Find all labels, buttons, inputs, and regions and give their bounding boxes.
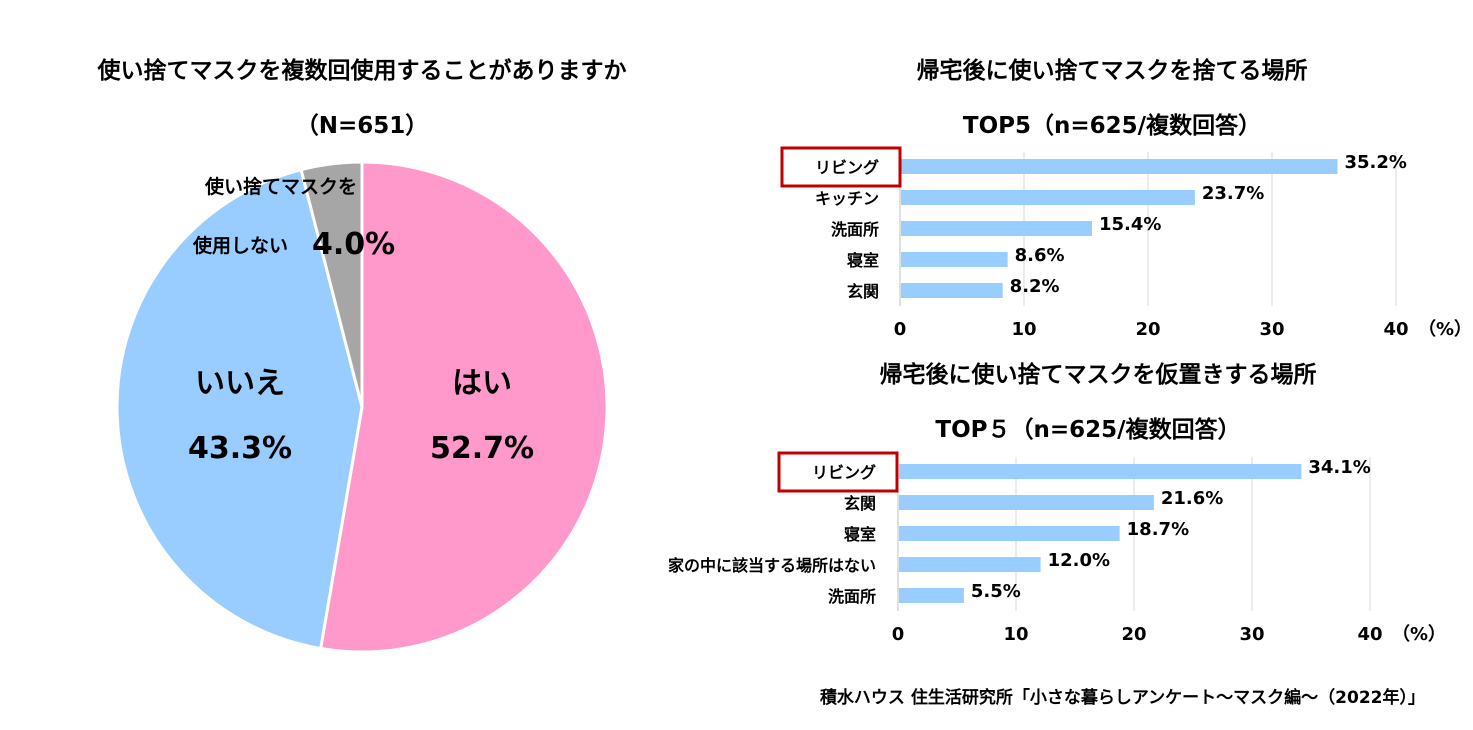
- x-tick-label: 10: [1011, 319, 1036, 340]
- category-label: 玄関: [847, 282, 879, 301]
- bar-value-label: 21.6%: [1161, 488, 1223, 509]
- category-label: 寝室: [844, 525, 876, 544]
- category-label: 洗面所: [831, 220, 879, 239]
- pie-label-unused-line1: 使い捨てマスクを: [204, 175, 357, 198]
- bar: [899, 495, 1154, 510]
- x-tick-label: 40: [1357, 624, 1382, 645]
- x-tick-label: 10: [1003, 624, 1028, 645]
- category-label: 玄関: [844, 494, 876, 513]
- bar: [899, 464, 1302, 479]
- bar-value-label: 5.5%: [971, 581, 1021, 602]
- pie-slice-2: [299, 160, 364, 408]
- bar-value-label: 18.7%: [1127, 519, 1189, 540]
- category-label: キッチン: [815, 189, 879, 208]
- pie-label-no: いいえ: [195, 366, 285, 401]
- bar-value-label: 8.6%: [1015, 245, 1065, 266]
- bar: [901, 283, 1003, 298]
- category-label: リビング: [815, 158, 879, 177]
- bar: [899, 557, 1041, 572]
- bar-value-label: 12.0%: [1048, 550, 1110, 571]
- x-tick-label: 0: [892, 624, 905, 645]
- pie-label-unused: 使用しない: [192, 235, 288, 257]
- x-tick-label: 30: [1239, 624, 1264, 645]
- pie-label-yes: はい: [452, 366, 512, 401]
- pie-value-yes: 52.7%: [430, 431, 534, 466]
- bar-chart-1: 0 10 20 30 40 （%） 35.2% リビング 23.7% キッチン 15.4% 洗面所 8.…: [780, 146, 1472, 340]
- category-label: 家の中に該当する場所はない: [668, 556, 876, 575]
- pie-value-unused: 4.0%: [312, 227, 395, 262]
- x-unit-label: （%）: [1392, 624, 1446, 645]
- pie-slice-0: [318, 160, 609, 654]
- x-tick-label: 40: [1383, 319, 1408, 340]
- bar-chart-2: 0 10 20 30 40 （%） 34.1% リビング 21.6% 玄関 18.7% 寝室 12.0%…: [668, 451, 1446, 645]
- category-label: 寝室: [847, 251, 879, 270]
- bar-value-label: 23.7%: [1202, 183, 1264, 204]
- x-tick-label: 20: [1135, 319, 1160, 340]
- highlight-box: [780, 146, 902, 188]
- bar-value-label: 15.4%: [1099, 214, 1161, 235]
- pie-subtitle: （N=651）: [296, 112, 429, 139]
- bar1-title: 帰宅後に使い捨てマスクを捨てる場所: [917, 57, 1308, 84]
- x-tick-label: 20: [1121, 624, 1146, 645]
- bar: [901, 221, 1092, 236]
- bar-value-label: 35.2%: [1344, 152, 1406, 173]
- bar: [899, 526, 1120, 541]
- x-tick-label: 0: [894, 319, 907, 340]
- bar2-subtitle: TOP５（n=625/複数回答）: [935, 416, 1240, 443]
- bar-value-label: 34.1%: [1308, 457, 1370, 478]
- pie-title: 使い捨てマスクを複数回使用することがありますか: [97, 57, 627, 84]
- x-unit-label: （%）: [1418, 319, 1472, 340]
- x-tick-label: 30: [1259, 319, 1284, 340]
- bar-value-label: 8.2%: [1010, 276, 1060, 297]
- category-label: リビング: [812, 463, 876, 482]
- pie-slice-1: [115, 167, 364, 651]
- bar: [901, 159, 1338, 174]
- source-note: 積水ハウス 住生活研究所「小さな暮らしアンケート～マスク編～（2022年）」: [820, 687, 1425, 708]
- bar: [901, 252, 1008, 267]
- highlight-box: [777, 451, 899, 493]
- bar2-title: 帰宅後に使い捨てマスクを仮置きする場所: [880, 361, 1317, 388]
- bar1-subtitle: TOP5（n=625/複数回答）: [963, 112, 1261, 139]
- pie-value-no: 43.3%: [188, 431, 292, 466]
- bar: [901, 190, 1195, 205]
- category-label: 洗面所: [828, 587, 876, 606]
- pie-chart: [115, 160, 609, 654]
- bar: [899, 588, 964, 603]
